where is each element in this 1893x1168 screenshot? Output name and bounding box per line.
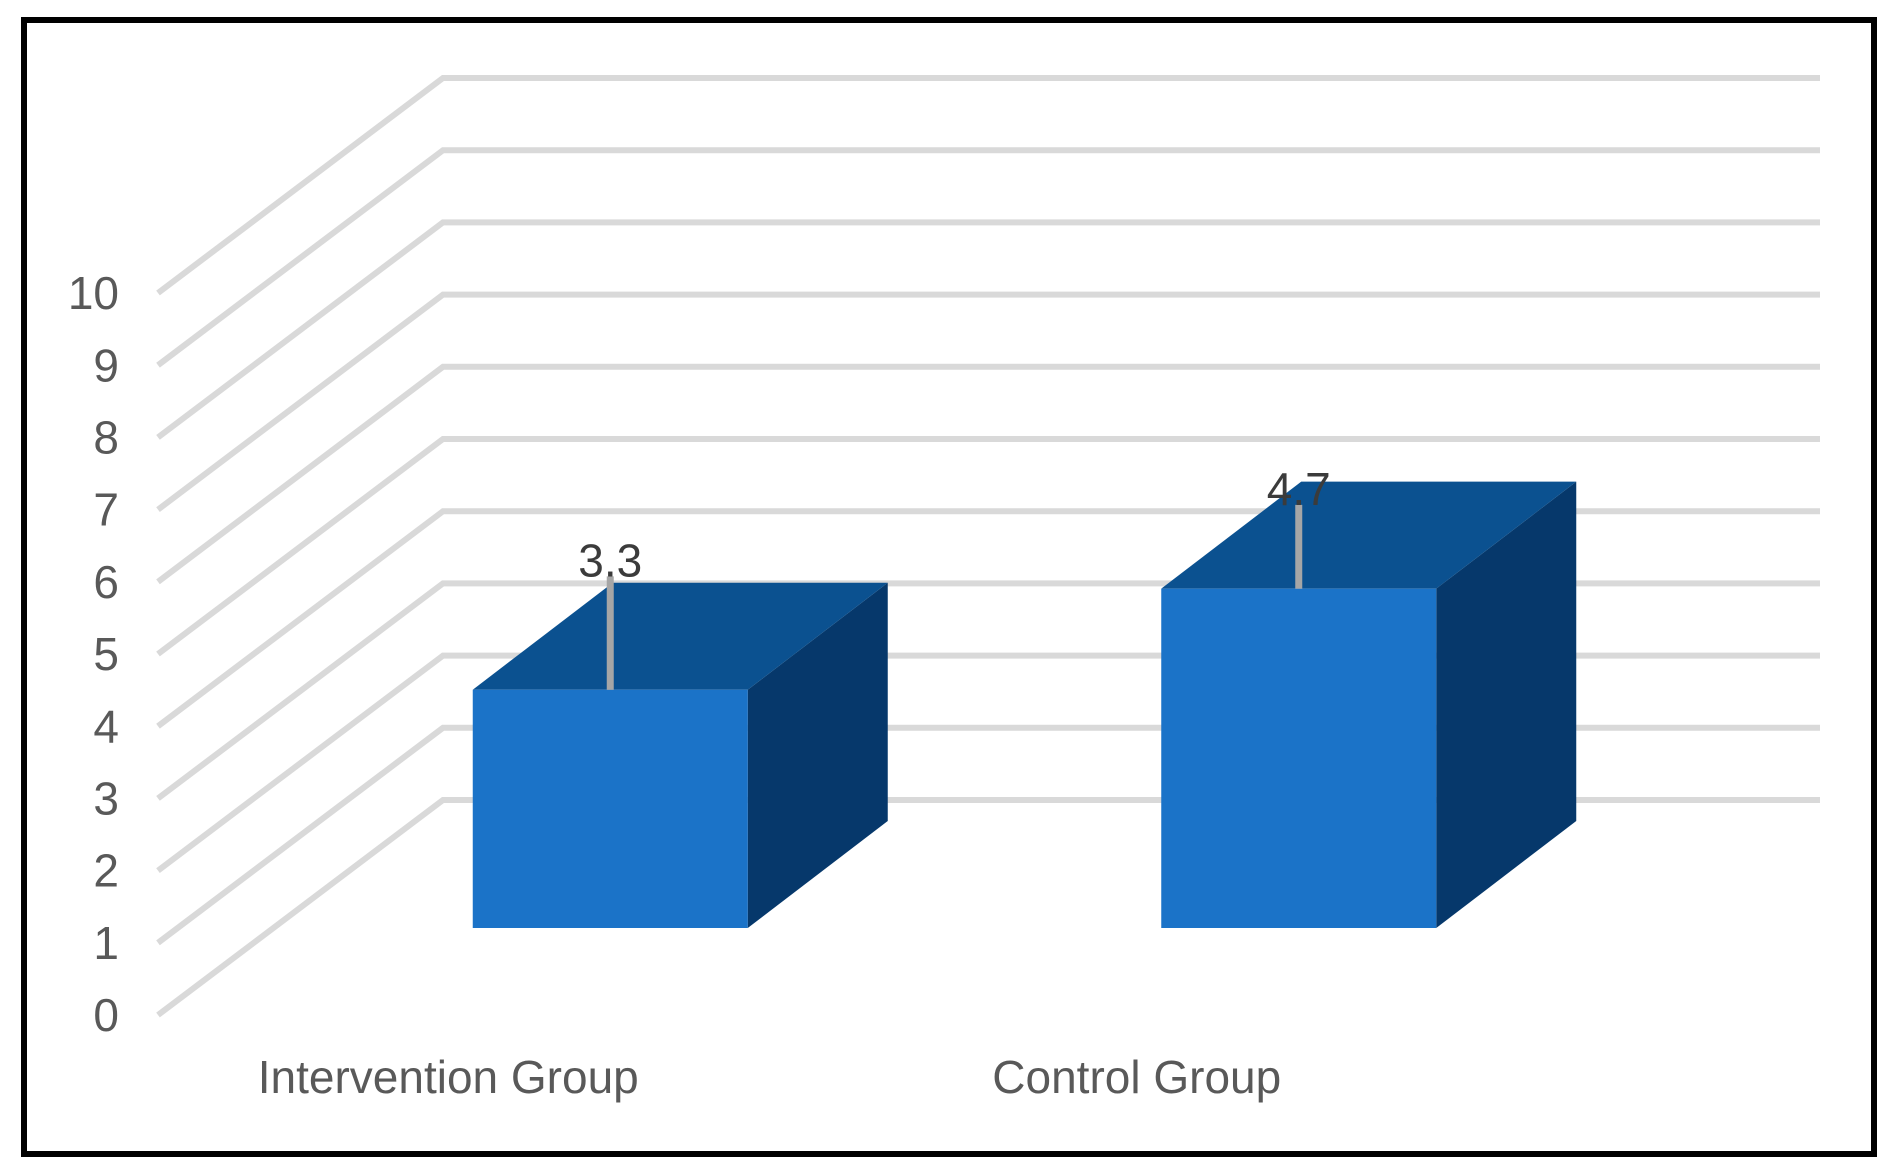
y-tick-label: 3 bbox=[93, 773, 119, 825]
bar-top-face bbox=[472, 582, 888, 690]
gridline bbox=[156, 219, 1820, 440]
y-tick-label: 6 bbox=[93, 556, 119, 608]
y-tick-label: 2 bbox=[93, 845, 119, 897]
data-label: 4.7 bbox=[1267, 463, 1331, 515]
y-tick-label: 5 bbox=[93, 628, 119, 680]
category-label: Intervention Group bbox=[258, 1051, 639, 1103]
gridline bbox=[156, 291, 1820, 512]
category-label: Control Group bbox=[992, 1051, 1281, 1103]
bar-front-face bbox=[1161, 588, 1437, 928]
data-label: 3.3 bbox=[578, 534, 642, 586]
bar-top-face bbox=[1161, 481, 1577, 589]
gridline bbox=[156, 363, 1820, 585]
y-tick-label: 8 bbox=[93, 412, 119, 464]
y-tick-label: 9 bbox=[93, 339, 119, 391]
gridline bbox=[156, 797, 1820, 1018]
y-tick-label: 1 bbox=[93, 917, 119, 969]
bar-front-face bbox=[472, 689, 748, 928]
y-tick-label: 4 bbox=[93, 700, 119, 752]
bar-side-face bbox=[747, 582, 888, 928]
y-tick-label: 10 bbox=[68, 267, 119, 319]
gridline bbox=[156, 75, 1820, 296]
chart-border-frame bbox=[21, 17, 1877, 1157]
bar-side-face bbox=[1436, 481, 1577, 928]
gridline bbox=[156, 436, 1820, 657]
y-tick-label: 7 bbox=[93, 484, 119, 536]
gridline bbox=[156, 147, 1820, 368]
y-tick-label: 0 bbox=[93, 989, 119, 1041]
